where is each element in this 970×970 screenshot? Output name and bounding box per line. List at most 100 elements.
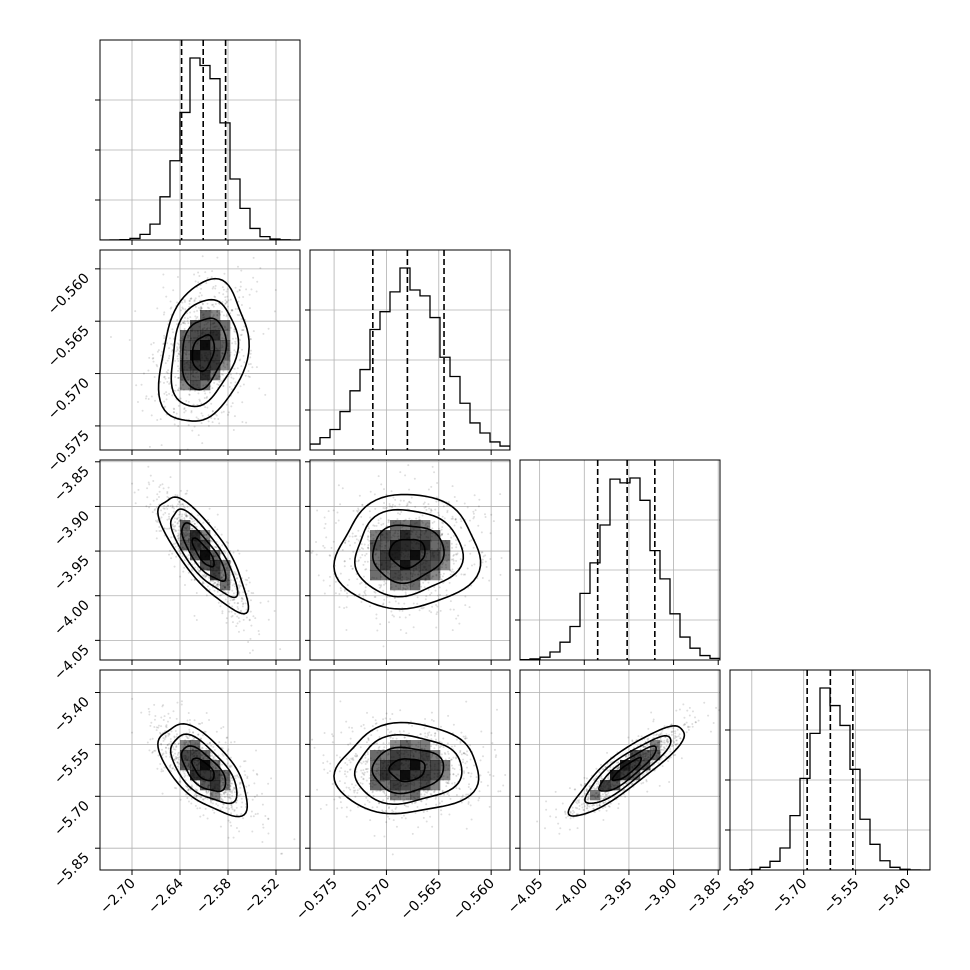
sample-point — [180, 387, 183, 390]
sample-point — [426, 791, 429, 794]
sample-point — [151, 511, 154, 514]
sample-point — [238, 620, 241, 623]
sample-point — [165, 527, 168, 530]
sample-point — [181, 513, 184, 516]
sample-point — [363, 592, 366, 595]
sample-point — [349, 809, 352, 812]
sample-point — [232, 377, 235, 380]
sample-point — [109, 335, 112, 338]
sample-point — [221, 301, 224, 304]
sample-point — [458, 622, 461, 625]
sample-point — [210, 402, 213, 405]
sample-point — [235, 813, 238, 816]
sample-point — [177, 376, 180, 379]
sample-point — [200, 422, 203, 425]
sample-point — [227, 591, 230, 594]
density-cell — [200, 340, 211, 351]
sample-point — [360, 515, 363, 518]
sample-point — [337, 484, 340, 487]
sample-point — [151, 353, 154, 356]
sample-point — [185, 400, 188, 403]
sample-point — [183, 300, 186, 303]
sample-point — [173, 736, 176, 739]
sample-point — [328, 575, 331, 578]
sample-point — [205, 711, 208, 714]
sample-point — [351, 567, 354, 570]
sample-point — [214, 296, 217, 299]
sample-point — [246, 775, 249, 778]
sample-point — [230, 610, 233, 613]
sample-point — [169, 740, 172, 743]
sample-point — [182, 570, 185, 573]
sample-point — [171, 504, 174, 507]
sample-point — [407, 584, 410, 587]
sample-point — [431, 575, 434, 578]
sample-point — [186, 737, 189, 740]
sample-point — [355, 509, 358, 512]
sample-point — [384, 810, 387, 813]
sample-point — [177, 547, 180, 550]
sample-point — [376, 806, 379, 809]
sample-point — [603, 796, 606, 799]
density-cell — [220, 580, 231, 591]
sample-point — [172, 543, 175, 546]
sample-point — [209, 792, 212, 795]
sample-point — [197, 306, 200, 309]
sample-point — [187, 387, 190, 390]
sample-point — [249, 338, 252, 341]
sample-point — [172, 411, 175, 414]
sample-point — [355, 538, 358, 541]
sample-point — [204, 575, 207, 578]
density-cell — [390, 790, 401, 801]
sample-point — [151, 737, 154, 740]
sample-point — [154, 399, 157, 402]
density-cell — [210, 340, 221, 351]
sample-point — [448, 581, 451, 584]
sample-point — [402, 587, 405, 590]
sample-point — [214, 284, 217, 287]
sample-point — [238, 782, 241, 785]
sample-point — [203, 573, 206, 576]
sample-point — [270, 777, 273, 780]
sample-point — [200, 402, 203, 405]
sample-point — [225, 315, 228, 318]
sample-point — [251, 798, 254, 801]
sample-point — [246, 791, 249, 794]
sample-point — [252, 330, 255, 333]
sample-point — [447, 794, 450, 797]
sample-point — [249, 610, 252, 613]
sample-point — [303, 810, 305, 812]
sample-point — [435, 744, 438, 747]
sample-point — [596, 804, 599, 807]
sample-point — [339, 801, 342, 804]
sample-point — [455, 521, 458, 524]
sample-point — [147, 369, 150, 372]
sample-point — [470, 772, 473, 775]
sample-point — [404, 583, 407, 586]
sample-point — [403, 804, 406, 807]
sample-point — [322, 544, 325, 547]
sample-point — [195, 592, 198, 595]
sample-point — [174, 752, 177, 755]
sample-point — [249, 599, 252, 602]
sample-point — [459, 740, 462, 743]
sample-point — [382, 799, 385, 802]
sample-point — [177, 376, 180, 379]
sample-point — [386, 797, 389, 800]
sample-point — [236, 265, 239, 268]
sample-point — [377, 522, 380, 525]
sample-point — [208, 576, 211, 579]
sample-point — [204, 807, 207, 810]
sample-point — [197, 392, 200, 395]
density-cell — [180, 520, 191, 531]
density-cell — [400, 530, 411, 541]
sample-point — [709, 730, 712, 733]
sample-point — [153, 718, 156, 721]
contour-level — [333, 721, 480, 815]
sample-point — [430, 793, 433, 796]
density-cell — [200, 360, 211, 371]
sample-point — [188, 393, 191, 396]
sample-point — [403, 602, 406, 605]
sample-point — [515, 537, 517, 539]
sample-point — [169, 476, 172, 479]
